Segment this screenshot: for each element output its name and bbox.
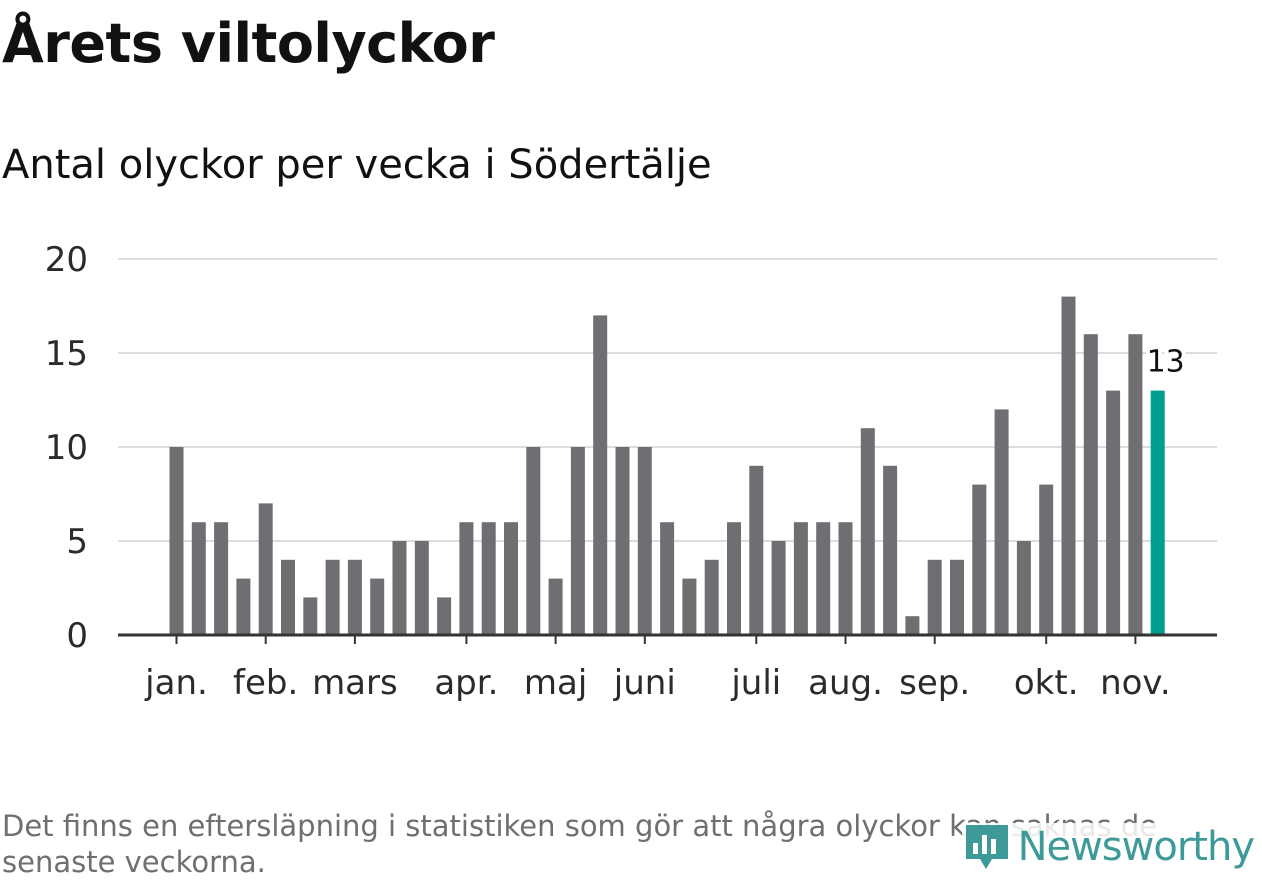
bar (927, 559, 942, 635)
bar (994, 409, 1009, 635)
x-tick-label: jan. (144, 663, 208, 703)
bar (303, 597, 318, 635)
bar (615, 447, 630, 635)
bar (1061, 296, 1076, 635)
brand-name: Newsworthy (1017, 824, 1255, 870)
x-tick-label: mars (312, 663, 398, 703)
highlight-value-label: 13 (1147, 345, 1185, 380)
bar (414, 541, 429, 635)
bar (816, 522, 831, 635)
bar (593, 315, 608, 635)
x-tick-label: aug. (808, 663, 883, 703)
chart-title: Årets viltolyckor (2, 12, 495, 75)
bar (682, 578, 697, 635)
bar (793, 522, 808, 635)
bar (860, 428, 875, 635)
bar (771, 541, 786, 635)
bar (905, 616, 920, 635)
bar (570, 447, 585, 635)
bar (1106, 390, 1121, 635)
bar (214, 522, 229, 635)
x-tick-label: juni (613, 663, 676, 703)
y-tick-label: 5 (66, 522, 88, 562)
y-tick-label: 10 (45, 428, 88, 468)
bar (481, 522, 496, 635)
y-tick-label: 0 (66, 616, 88, 656)
x-tick-label: maj (524, 663, 587, 703)
bar (727, 522, 741, 635)
bar (637, 447, 652, 635)
bar (1039, 484, 1054, 635)
bar (236, 578, 251, 635)
bar (1083, 334, 1098, 635)
y-tick-label: 20 (45, 240, 88, 280)
chart-subtitle: Antal olyckor per vecka i Södertälje (2, 142, 712, 188)
bar (749, 465, 764, 635)
bar (548, 578, 563, 635)
x-tick-label: juli (730, 663, 781, 703)
bar (392, 541, 407, 635)
bar (169, 447, 184, 635)
bar (704, 559, 719, 635)
y-axis-ticks: 0 5 10 15 20 (45, 240, 88, 656)
x-tick-label: okt. (1014, 663, 1079, 703)
bar (437, 597, 452, 635)
x-tick-label: nov. (1100, 663, 1171, 703)
bar (972, 484, 987, 635)
x-tick-label: sep. (899, 663, 970, 703)
bar (838, 522, 853, 635)
bar (1128, 334, 1143, 635)
x-tick-label: apr. (434, 663, 498, 703)
bar (191, 522, 206, 635)
x-tick-label: feb. (233, 663, 298, 703)
bar (347, 559, 362, 635)
bar (258, 503, 273, 635)
brand-logo: Newsworthy (961, 823, 1256, 871)
bar (660, 522, 675, 635)
newsworthy-logo-icon (965, 825, 1008, 869)
bar-chart: 0 5 10 15 20 jan. feb. mars apr. maj juni juli aug.… (45, 240, 1217, 703)
bar (370, 578, 385, 635)
bar (459, 522, 474, 635)
bar (281, 559, 295, 635)
bar (325, 559, 340, 635)
bar (1016, 541, 1031, 635)
x-axis: jan. feb. mars apr. maj juni juli aug. sep. okt. n… (118, 633, 1217, 703)
bar-highlight (1150, 390, 1165, 635)
bar (883, 465, 898, 635)
annotations: 13 (1143, 341, 1189, 384)
bar (504, 522, 518, 635)
bar (950, 559, 964, 635)
bars (169, 296, 1165, 635)
y-tick-label: 15 (45, 334, 88, 374)
bar (526, 447, 541, 635)
